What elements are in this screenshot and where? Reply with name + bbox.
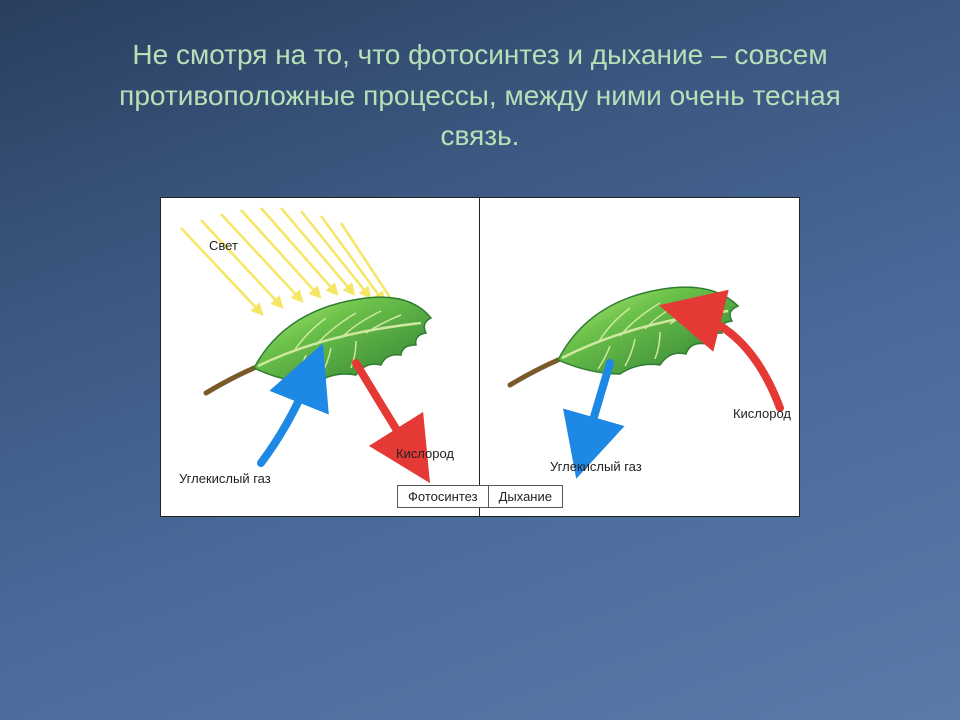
diagram-container: Свет Углекислый газ Кислород (160, 197, 800, 517)
o2-label-right: Кислород (733, 406, 791, 421)
photosynthesis-label: Фотосинтез (397, 485, 489, 508)
o2-arrow (356, 363, 413, 456)
page-title: Не смотря на то, что фотосинтез и дыхани… (0, 0, 960, 157)
respiration-panel: Углекислый газ Кислород (480, 198, 799, 516)
co2-label-left: Углекислый газ (179, 471, 271, 486)
leaf-icon (206, 297, 431, 393)
photosynthesis-panel: Свет Углекислый газ Кислород (161, 198, 480, 516)
light-label: Свет (209, 238, 238, 253)
co2-arrow (585, 363, 610, 448)
center-labels: Фотосинтез Дыхание (397, 485, 563, 508)
light-rays (181, 208, 397, 313)
leaf-icon (510, 287, 738, 385)
co2-label-right: Углекислый газ (550, 459, 642, 474)
respiration-label: Дыхание (489, 485, 563, 508)
co2-arrow (261, 373, 311, 463)
o2-label-left: Кислород (396, 446, 454, 461)
